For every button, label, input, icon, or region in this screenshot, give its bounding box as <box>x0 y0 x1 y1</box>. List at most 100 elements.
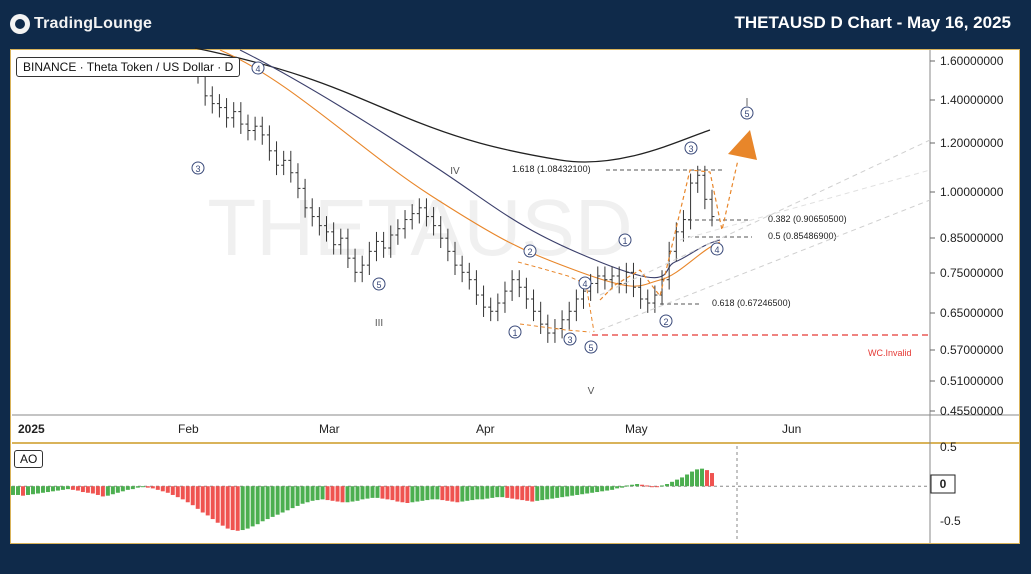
ao-bar <box>485 486 490 499</box>
ao-bar <box>210 486 215 520</box>
wave-label: 4 <box>714 245 719 255</box>
ao-bar <box>240 486 245 531</box>
ema-navy-line <box>239 49 721 279</box>
ao-bar <box>120 486 125 492</box>
wave-label: 2 <box>527 247 532 257</box>
ao-bar <box>680 477 685 487</box>
ao-bar <box>435 486 440 500</box>
y-tick-label: 0.51000000 <box>940 374 1004 388</box>
ao-bar <box>270 486 275 517</box>
x-tick-label: Apr <box>476 422 495 436</box>
wave-label: 3 <box>567 335 572 345</box>
wave-label-circle <box>659 314 673 328</box>
ao-bar <box>315 486 320 501</box>
ao-bar <box>555 486 560 498</box>
ao-bar <box>135 486 140 488</box>
ao-bar <box>220 486 225 526</box>
ao-bar <box>230 486 235 531</box>
ao-bar <box>550 486 555 499</box>
ao-bar <box>250 486 255 527</box>
wave-label-circle <box>710 242 724 256</box>
ao-bar <box>700 468 705 487</box>
symbol-label[interactable]: BINANCE · Theta Token / US Dollar · D <box>16 57 241 77</box>
ao-bar <box>685 474 690 487</box>
ao-current-value: 0 <box>940 477 947 491</box>
header-bar: TradingLounge THETAUSD D Chart - May 16,… <box>0 0 1031 48</box>
ao-indicator-label[interactable]: AO <box>14 450 44 468</box>
ao-bar <box>470 486 475 501</box>
ao-bar <box>600 486 605 492</box>
ao-bar <box>670 481 675 487</box>
wave-label: 3 <box>688 144 693 154</box>
chart-panel <box>10 49 1020 544</box>
wave-label: 4 <box>255 64 260 74</box>
ao-bar <box>455 486 460 503</box>
ao-bar <box>260 486 265 522</box>
ao-bar <box>95 486 100 495</box>
wave-label-circle <box>523 244 537 258</box>
ao-bar <box>175 486 180 498</box>
ao-bar <box>30 486 35 495</box>
ao-bar <box>60 486 65 490</box>
ao-bar <box>635 484 640 487</box>
ao-bar <box>110 486 115 495</box>
wave-label-circle <box>740 106 754 120</box>
ao-bar <box>590 486 595 493</box>
y-tick-label: 1.00000000 <box>940 185 1004 199</box>
ao-bar <box>535 486 540 501</box>
wave-label-circle <box>191 161 205 175</box>
ao-bar <box>395 486 400 502</box>
y-tick-label: 1.60000000 <box>940 54 1004 68</box>
y-tick-label: 0.45500000 <box>940 404 1004 418</box>
ao-bar <box>155 486 160 490</box>
ao-bar <box>365 486 370 499</box>
ao-bar <box>475 486 480 500</box>
ao-bar <box>370 486 375 498</box>
ao-bar <box>575 486 580 495</box>
ao-bar <box>140 486 145 488</box>
wave-label: 1 <box>622 236 627 246</box>
logo-text: TradingLounge <box>34 15 153 32</box>
y-tick-label: 1.20000000 <box>940 136 1004 150</box>
ao-bar <box>100 486 105 497</box>
ao-bar <box>11 486 15 495</box>
ao-bar <box>420 486 425 501</box>
wave-label-circle <box>618 233 632 247</box>
ao-bar <box>530 486 535 502</box>
fib-level-label: 0.382 (0.90650500) <box>768 214 847 224</box>
ao-bar <box>150 486 155 489</box>
ao-bar <box>180 486 185 500</box>
ao-bar <box>265 486 270 520</box>
ao-bar <box>495 486 500 498</box>
ao-bar <box>380 486 385 499</box>
ao-bar <box>275 486 280 515</box>
projection-arrowhead <box>728 130 757 160</box>
ao-bar <box>255 486 260 525</box>
ao-bar <box>545 486 550 500</box>
ao-bar <box>300 486 305 504</box>
ao-bar <box>125 486 130 490</box>
ao-bar <box>295 486 300 506</box>
ao-bar <box>595 486 600 493</box>
ao-bar <box>580 486 585 495</box>
ao-bar <box>75 486 80 491</box>
projection-path <box>599 159 739 301</box>
x-tick-label: Jun <box>782 422 801 436</box>
wave-label-circle <box>563 332 577 346</box>
channel-line-upper <box>599 139 931 296</box>
ao-bar <box>460 486 465 502</box>
wave-label-roman: V <box>588 386 595 397</box>
wave-label: 1 <box>512 328 517 338</box>
wave-label: 5 <box>376 280 381 290</box>
ao-bar <box>515 486 520 500</box>
ao-bar <box>90 486 95 494</box>
ao-bar <box>630 484 635 487</box>
ao-bar <box>200 486 205 513</box>
ao-bar <box>645 485 650 487</box>
fib-level-label: 0.5 (0.85486900) <box>768 231 837 241</box>
y-tick-label: 0.65000000 <box>940 306 1004 320</box>
ao-bar <box>15 486 20 495</box>
ao-bar <box>625 485 630 487</box>
ao-tick-label: -0.5 <box>940 514 961 528</box>
wave-label-circle <box>508 325 522 339</box>
